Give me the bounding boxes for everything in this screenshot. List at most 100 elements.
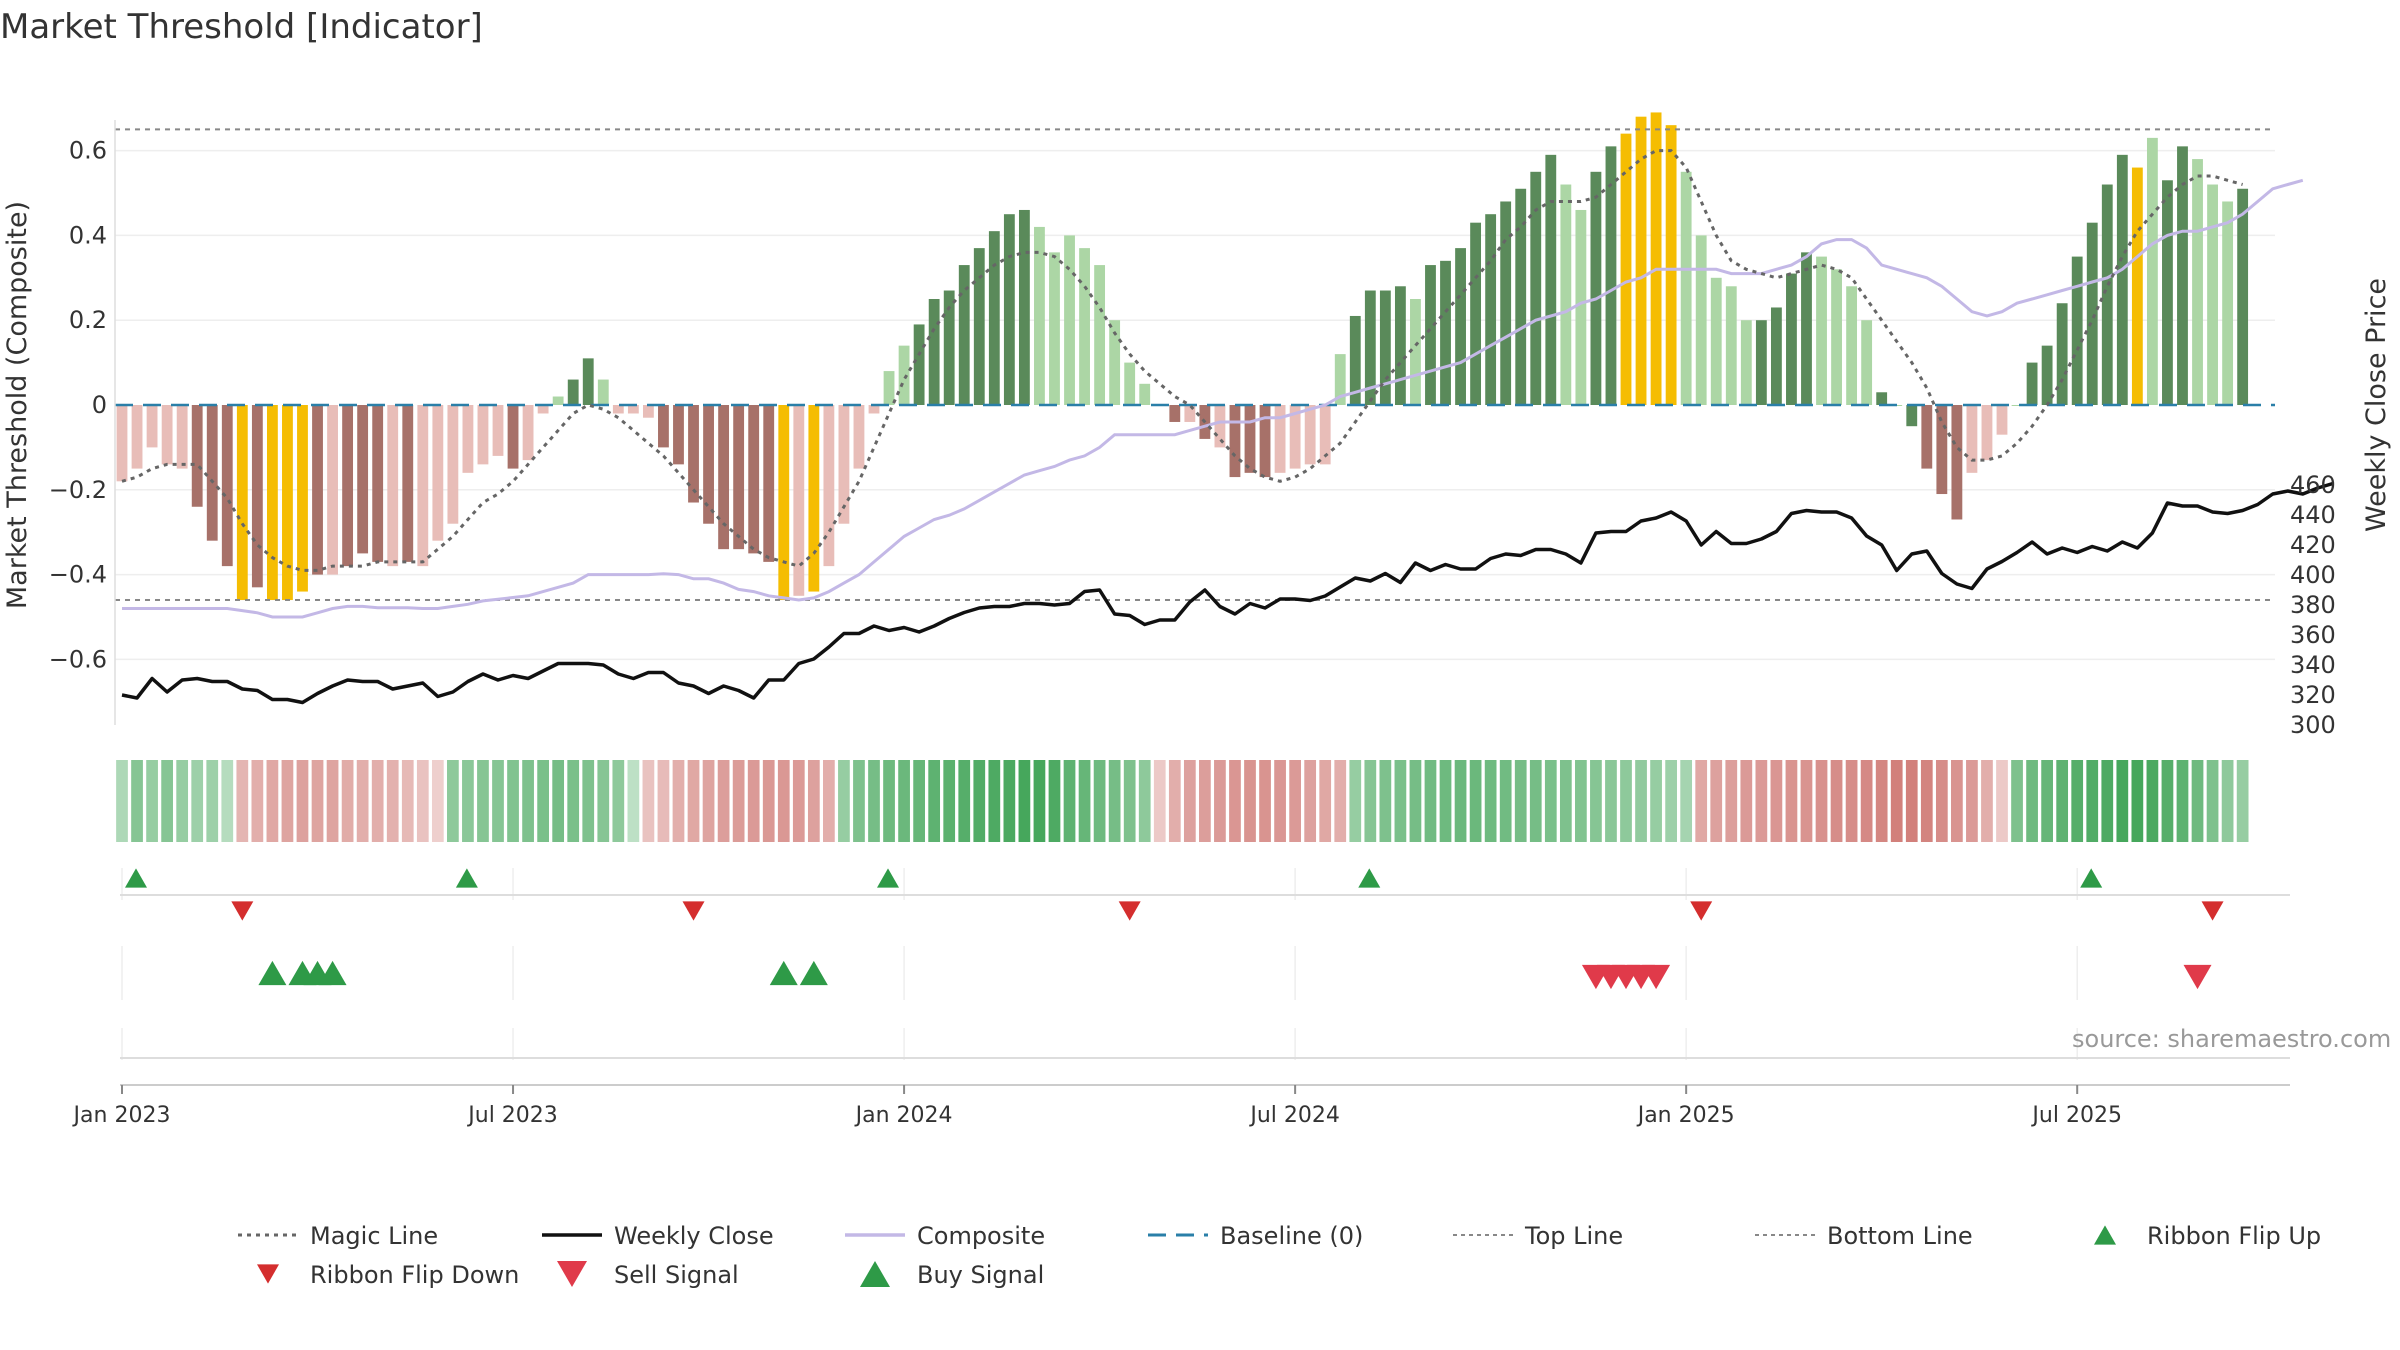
- composite-bar: [1876, 392, 1888, 405]
- ribbon-cell: [792, 760, 805, 842]
- ribbon-cell: [762, 760, 775, 842]
- composite-bar: [1665, 125, 1677, 405]
- ribbon-cell: [898, 760, 910, 842]
- ribbon-cell: [401, 760, 414, 842]
- composite-bar: [251, 405, 263, 588]
- composite-bar: [928, 299, 940, 405]
- series-lines: [121, 149, 2334, 705]
- composite-bar: [1079, 248, 1090, 405]
- composite-bar: [1530, 171, 1542, 405]
- ribbon-cell: [1469, 760, 1482, 842]
- composite-bar: [507, 405, 519, 469]
- composite-bar: [1966, 405, 1978, 473]
- sell-signal-marker: [1642, 964, 1671, 990]
- ribbon-cell: [146, 760, 158, 842]
- ribbon-cell: [1529, 760, 1542, 842]
- ribbon-cell: [296, 760, 309, 842]
- ribbon-cell: [823, 760, 835, 842]
- composite-bar: [2192, 159, 2203, 405]
- composite-bar: [1018, 209, 1030, 405]
- ribbon-cell: [356, 760, 369, 842]
- composite-bar: [206, 405, 218, 541]
- composite-bar: [943, 290, 955, 405]
- ribbon-cell: [1559, 760, 1572, 842]
- ribbon-cell: [687, 760, 700, 842]
- composite-bar: [312, 405, 323, 575]
- ribbon-cell: [1875, 760, 1888, 842]
- ribbon-cell: [597, 760, 610, 842]
- composite-bar: [2162, 180, 2173, 405]
- grid-lines: [115, 149, 2275, 661]
- legend-item: Sell Signal: [557, 1260, 739, 1289]
- source-note: source: sharemaestro.com: [2072, 1025, 2391, 1053]
- ribbon-cell: [1770, 760, 1783, 842]
- ribbon-cell: [1695, 760, 1708, 842]
- composite-bar: [1470, 222, 1482, 405]
- ribbon-cell: [477, 760, 489, 842]
- ribbon-cell: [943, 760, 956, 842]
- magic-line: [121, 149, 2244, 572]
- composite-bar: [266, 405, 278, 601]
- composite-bar: [1003, 214, 1015, 405]
- ribbon-cell: [1018, 760, 1031, 842]
- composite-bar: [447, 405, 459, 524]
- ribbon-cell: [1605, 760, 1617, 842]
- legend-label: Baseline (0): [1220, 1222, 1363, 1250]
- ribbon-cell: [2116, 760, 2129, 842]
- composite-bar: [236, 405, 248, 601]
- composite-bar: [1846, 286, 1858, 405]
- legend-label: Weekly Close: [614, 1222, 774, 1250]
- ribbon-cell: [266, 760, 279, 842]
- composite-bar: [2177, 146, 2188, 406]
- ribbon-cell: [747, 760, 760, 842]
- composite-bar: [1816, 256, 1827, 405]
- composite-bar: [522, 405, 534, 461]
- ribbon-cell: [1274, 760, 1286, 842]
- composite-bar: [387, 405, 399, 567]
- x-tick-label: Jul 2023: [466, 1103, 558, 1128]
- ribbon-cell: [1725, 760, 1738, 842]
- composite-bar: [1906, 405, 1918, 427]
- ribbon-flip-up-marker: [2080, 868, 2103, 888]
- ribbon-cell: [1214, 760, 1226, 842]
- ribbon-cell: [311, 760, 324, 842]
- composite-bar: [432, 405, 444, 541]
- ribbon-cell: [1244, 760, 1256, 842]
- composite-bar: [492, 405, 504, 456]
- ribbon-cell: [2041, 760, 2053, 842]
- composite-bar: [1455, 248, 1466, 405]
- composite-bar: [913, 324, 925, 405]
- ribbon-cell: [341, 760, 354, 842]
- y-axis-left-label: Market Threshold (Composite): [2, 201, 33, 609]
- composite-bar: [688, 405, 699, 503]
- composite-bar: [1515, 188, 1527, 405]
- ribbon-flip-down-marker: [2201, 901, 2224, 921]
- buy-signal-marker: [258, 960, 287, 986]
- ribbon-cell: [1183, 760, 1196, 842]
- ribbon-cell: [1575, 760, 1587, 842]
- composite-bar: [537, 405, 549, 414]
- ribbon-cell: [251, 760, 264, 842]
- sell-signal-marker: [2183, 964, 2212, 990]
- ribbon-cell: [161, 760, 173, 842]
- ribbon-cell: [1981, 760, 1993, 842]
- composite-bar: [1680, 171, 1692, 405]
- ribbon-cell: [552, 760, 565, 842]
- composite-bar: [898, 345, 910, 405]
- legend-swatch: [557, 1260, 587, 1288]
- ribbon-cell: [1078, 760, 1091, 842]
- composite-bar: [1831, 269, 1842, 405]
- composite-bar: [1710, 277, 1722, 405]
- ribbon-cell: [386, 760, 399, 842]
- ribbon-cell: [1544, 760, 1557, 842]
- composite-bar: [2101, 184, 2113, 405]
- ribbon-cell: [2191, 760, 2204, 842]
- composite-bar: [1379, 290, 1391, 405]
- composite-bar: [221, 405, 233, 567]
- composite-bar: [282, 405, 293, 601]
- composite-bar: [1289, 405, 1301, 469]
- composite-bar: [1560, 184, 1572, 405]
- signal-panels: [120, 868, 2290, 1060]
- legend-item: Ribbon Flip Up: [2094, 1222, 2321, 1250]
- ribbon-cell: [1499, 760, 1512, 842]
